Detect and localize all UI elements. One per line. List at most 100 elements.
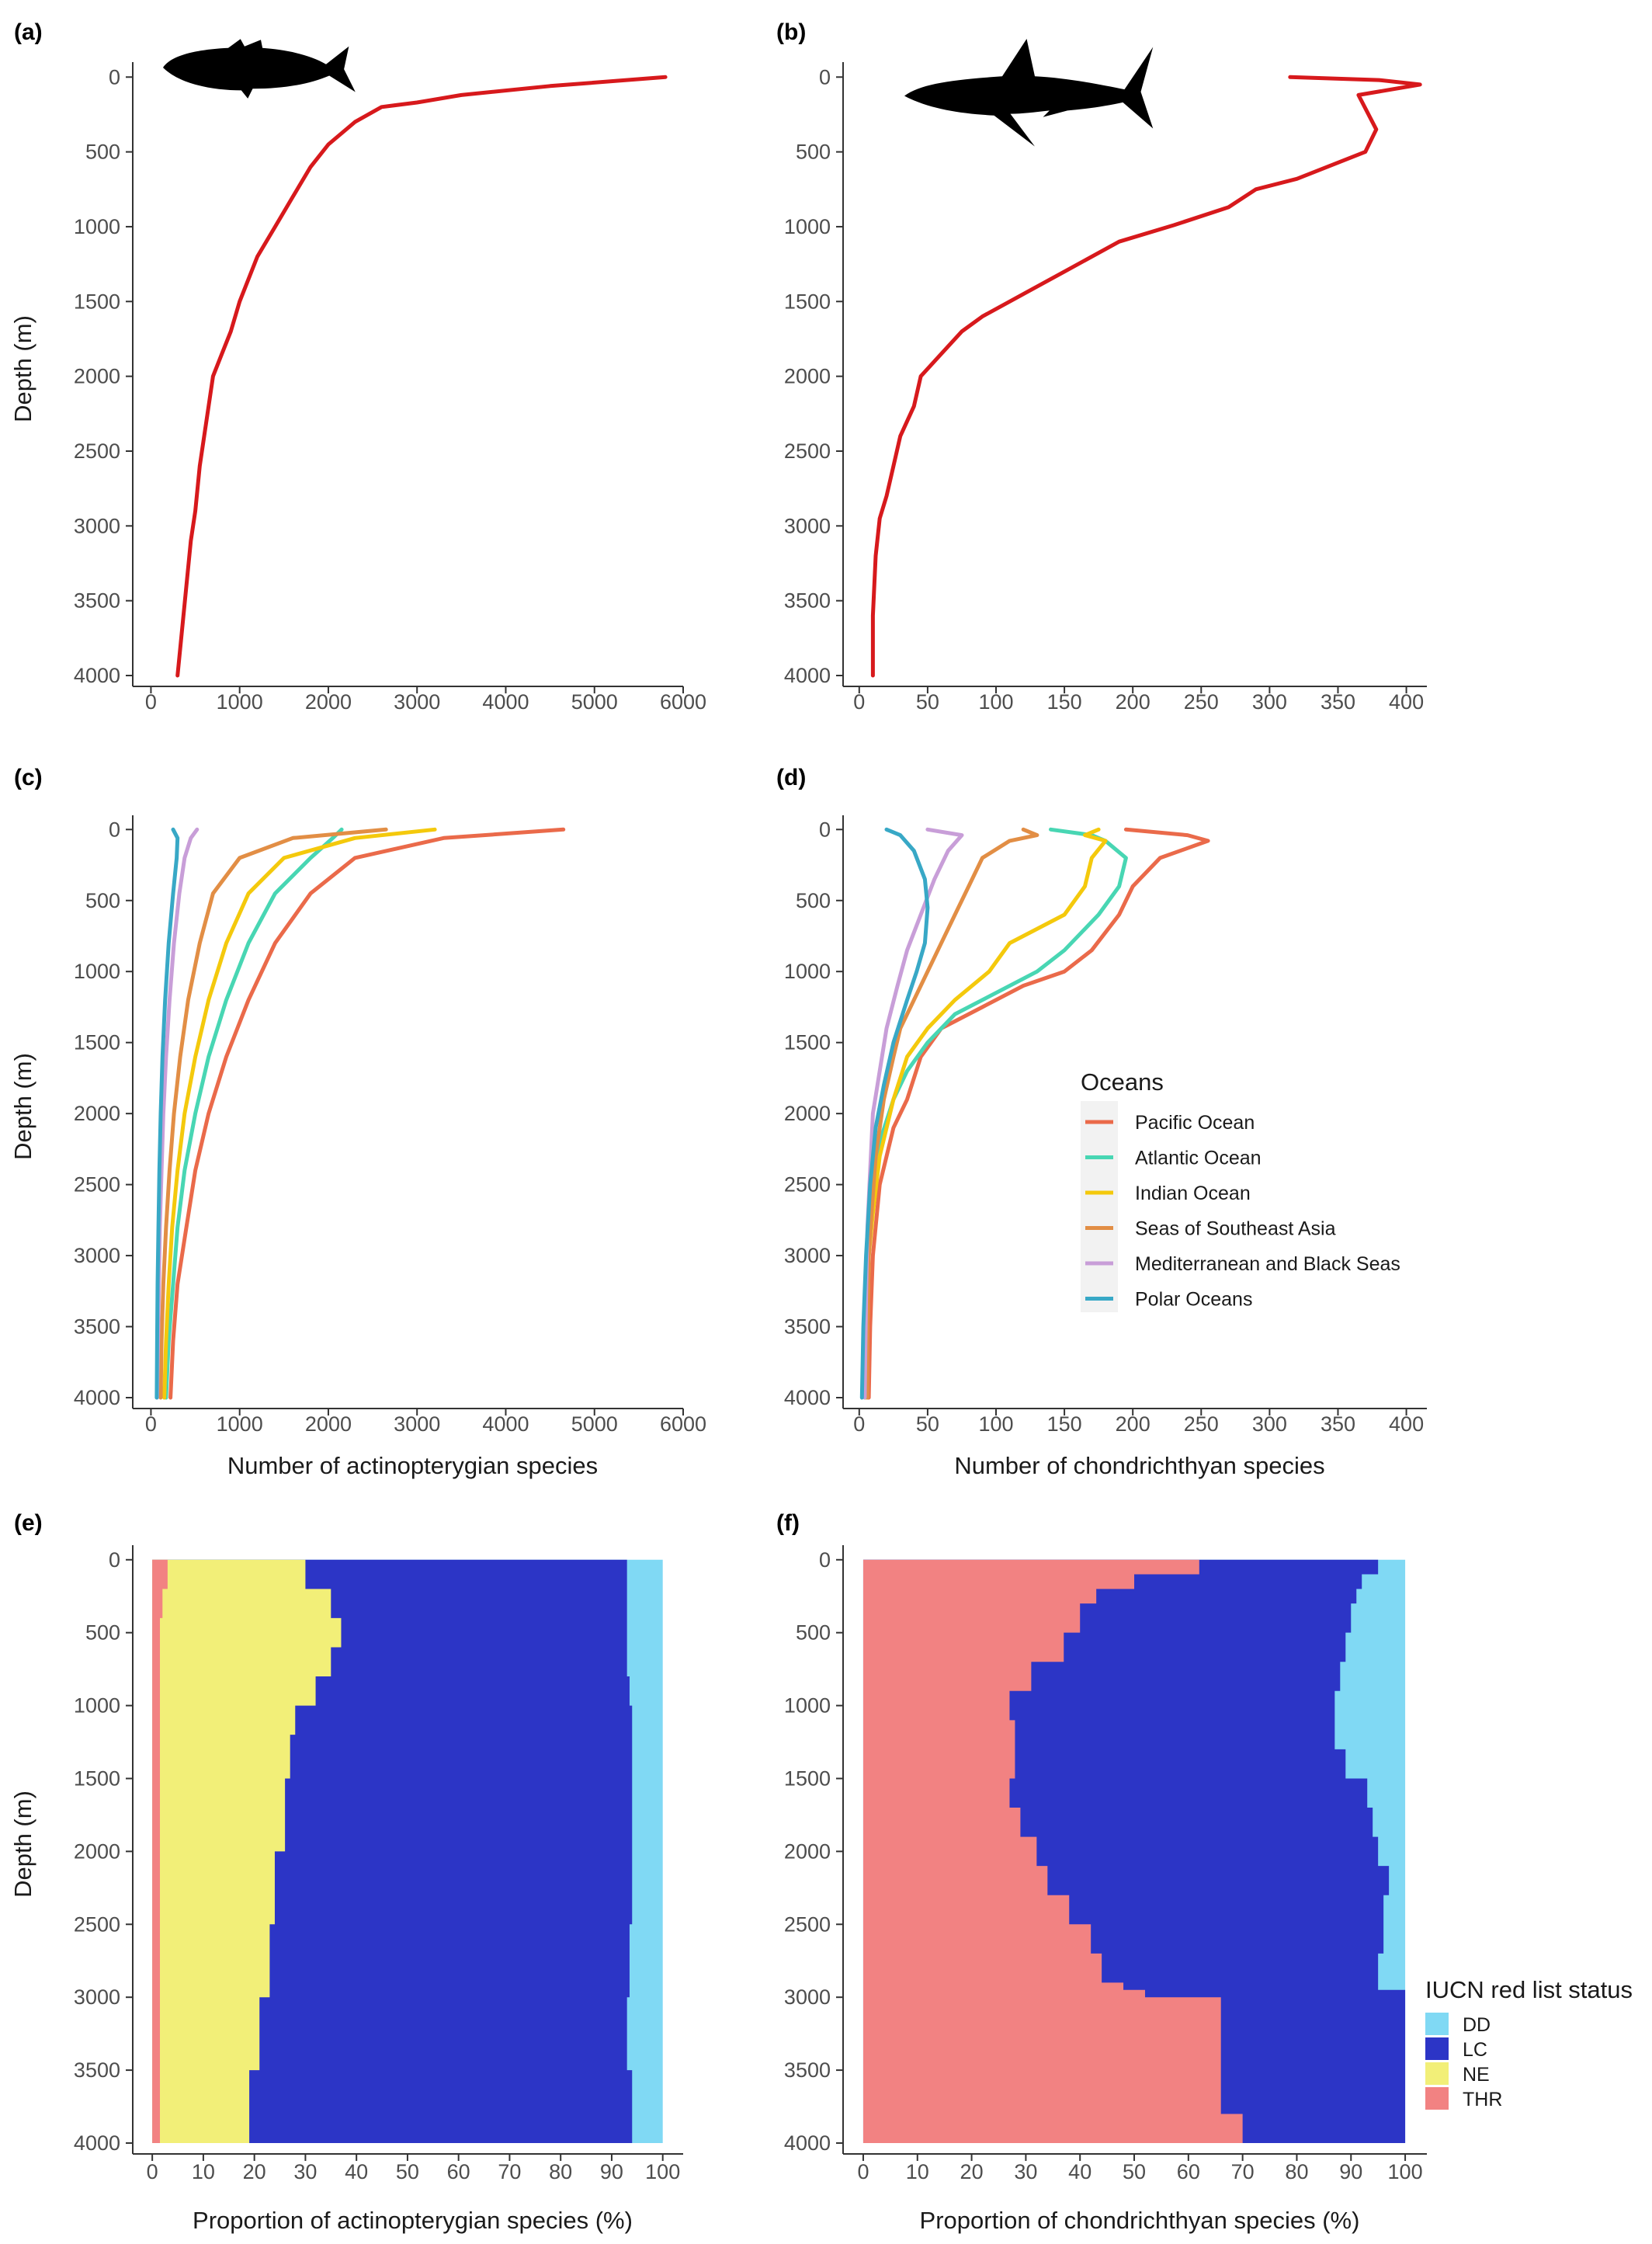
series-line xyxy=(866,827,1210,1400)
y-tick-label: 2500 xyxy=(784,1173,831,1197)
y-tick-label: 4000 xyxy=(784,2131,831,2155)
y-tick-label: 1500 xyxy=(74,1031,120,1054)
x-tick-label: 1000 xyxy=(217,1412,263,1436)
x-tick-label: 400 xyxy=(1389,690,1424,714)
y-axis-label: Depth (m) xyxy=(9,1791,36,1898)
x-tick-label: 6000 xyxy=(660,1412,706,1436)
legend-swatch xyxy=(1425,2087,1449,2110)
series-line xyxy=(168,827,566,1400)
legend-swatch xyxy=(1425,2062,1449,2085)
area-THR xyxy=(152,1559,168,2143)
x-tick-label: 50 xyxy=(1123,2160,1146,2183)
x-tick-label: 300 xyxy=(1252,1412,1287,1436)
legend-title: Oceans xyxy=(1081,1068,1164,1096)
x-tick-label: 0 xyxy=(145,690,157,714)
y-tick-label: 0 xyxy=(109,65,120,89)
x-tick-label: 10 xyxy=(906,2160,929,2183)
x-tick-label: 50 xyxy=(916,690,939,714)
y-tick-label: 3500 xyxy=(784,589,831,613)
y-tick-label: 1500 xyxy=(74,290,120,313)
x-tick-label: 60 xyxy=(447,2160,470,2183)
y-tick-label: 2500 xyxy=(784,1912,831,1936)
x-tick-label: 0 xyxy=(853,690,865,714)
y-tick-label: 3500 xyxy=(784,2058,831,2082)
x-tick-label: 300 xyxy=(1252,690,1287,714)
series-line xyxy=(162,827,437,1400)
y-tick-label: 3000 xyxy=(784,514,831,537)
iucn-legend: IUCN red list status DD LC NE THR xyxy=(1425,1976,1633,2110)
y-tick-label: 2000 xyxy=(784,365,831,388)
y-tick-label: 3500 xyxy=(74,1315,120,1339)
y-tick-label: 0 xyxy=(819,818,831,841)
x-tick-label: 5000 xyxy=(571,690,618,714)
panel-d: 0 500 1000 1500 2000 2500 3000 3500 4000 0 50 100 15… xyxy=(776,765,1427,1479)
y-tick-label: 2000 xyxy=(74,1839,120,1863)
y-tick-label: 1500 xyxy=(784,1766,831,1790)
shark-silhouette-icon xyxy=(904,39,1154,147)
legend-key-background xyxy=(1081,1101,1118,1312)
panel-label: (b) xyxy=(776,19,806,45)
x-tick-label: 2000 xyxy=(305,690,352,714)
x-tick-label: 80 xyxy=(549,2160,572,2183)
legend-item-label: Indian Ocean xyxy=(1135,1183,1251,1204)
x-tick-label: 100 xyxy=(978,690,1013,714)
area-THR xyxy=(862,1559,1243,2143)
x-axis-label: Proportion of actinopterygian species (%… xyxy=(193,2207,633,2234)
y-tick-label: 2500 xyxy=(74,1173,120,1197)
x-tick-label: 40 xyxy=(345,2160,368,2183)
y-tick-label: 2500 xyxy=(74,439,120,463)
legend-item-label: NE xyxy=(1463,2064,1490,2086)
x-tick-label: 90 xyxy=(1339,2160,1362,2183)
legend-swatch xyxy=(1425,2037,1449,2060)
x-tick-label: 2000 xyxy=(305,1412,352,1436)
x-tick-label: 350 xyxy=(1321,690,1355,714)
y-tick-label: 1000 xyxy=(784,215,831,238)
y-tick-label: 4000 xyxy=(74,664,120,687)
y-tick-label: 500 xyxy=(85,1621,120,1645)
y-tick-label: 3500 xyxy=(784,1315,831,1339)
y-tick-label: 4000 xyxy=(784,1386,831,1409)
x-tick-label: 150 xyxy=(1047,1412,1082,1436)
x-tick-label: 150 xyxy=(1047,690,1082,714)
y-tick-label: 0 xyxy=(109,1548,120,1572)
legend-swatch xyxy=(1425,2013,1449,2035)
legend-item-label: Seas of Southeast Asia xyxy=(1135,1218,1336,1240)
legend-item-label: Pacific Ocean xyxy=(1135,1112,1255,1134)
x-tick-label: 0 xyxy=(145,1412,157,1436)
x-tick-label: 100 xyxy=(645,2160,680,2183)
panel-label: (c) xyxy=(14,765,43,790)
y-tick-label: 3000 xyxy=(74,1985,120,2009)
x-tick-label: 80 xyxy=(1285,2160,1308,2183)
x-tick-label: 200 xyxy=(1116,690,1150,714)
y-tick-label: 1500 xyxy=(784,290,831,313)
y-tick-label: 1500 xyxy=(74,1766,120,1790)
series-line xyxy=(154,827,180,1400)
y-tick-label: 3000 xyxy=(74,514,120,537)
y-tick-label: 3000 xyxy=(784,1985,831,2009)
panel-label: (e) xyxy=(14,1510,43,1536)
series-line xyxy=(859,827,930,1400)
x-tick-label: 70 xyxy=(498,2160,521,2183)
oceans-legend: Oceans Pacific Ocean Atlantic Ocean Indian … xyxy=(1081,1068,1400,1312)
y-tick-label: 500 xyxy=(796,1621,831,1645)
y-tick-label: 3500 xyxy=(74,589,120,613)
y-tick-label: 500 xyxy=(85,141,120,164)
y-tick-label: 1500 xyxy=(784,1031,831,1054)
x-tick-label: 4000 xyxy=(482,1412,529,1436)
series-line xyxy=(164,827,344,1400)
y-tick-label: 4000 xyxy=(784,664,831,687)
series-line xyxy=(175,75,668,678)
y-tick-label: 3500 xyxy=(74,2058,120,2082)
x-tick-label: 20 xyxy=(243,2160,266,2183)
y-tick-label: 2500 xyxy=(784,439,831,463)
series-line xyxy=(870,75,1422,678)
x-tick-label: 5000 xyxy=(571,1412,618,1436)
panel-label: (f) xyxy=(776,1510,800,1536)
legend-item-label: Polar Oceans xyxy=(1135,1289,1252,1311)
y-tick-label: 0 xyxy=(109,818,120,841)
legend-item-label: THR xyxy=(1463,2089,1502,2110)
y-tick-label: 4000 xyxy=(74,1386,120,1409)
y-tick-label: 2000 xyxy=(784,1839,831,1863)
panel-label: (d) xyxy=(776,765,806,790)
